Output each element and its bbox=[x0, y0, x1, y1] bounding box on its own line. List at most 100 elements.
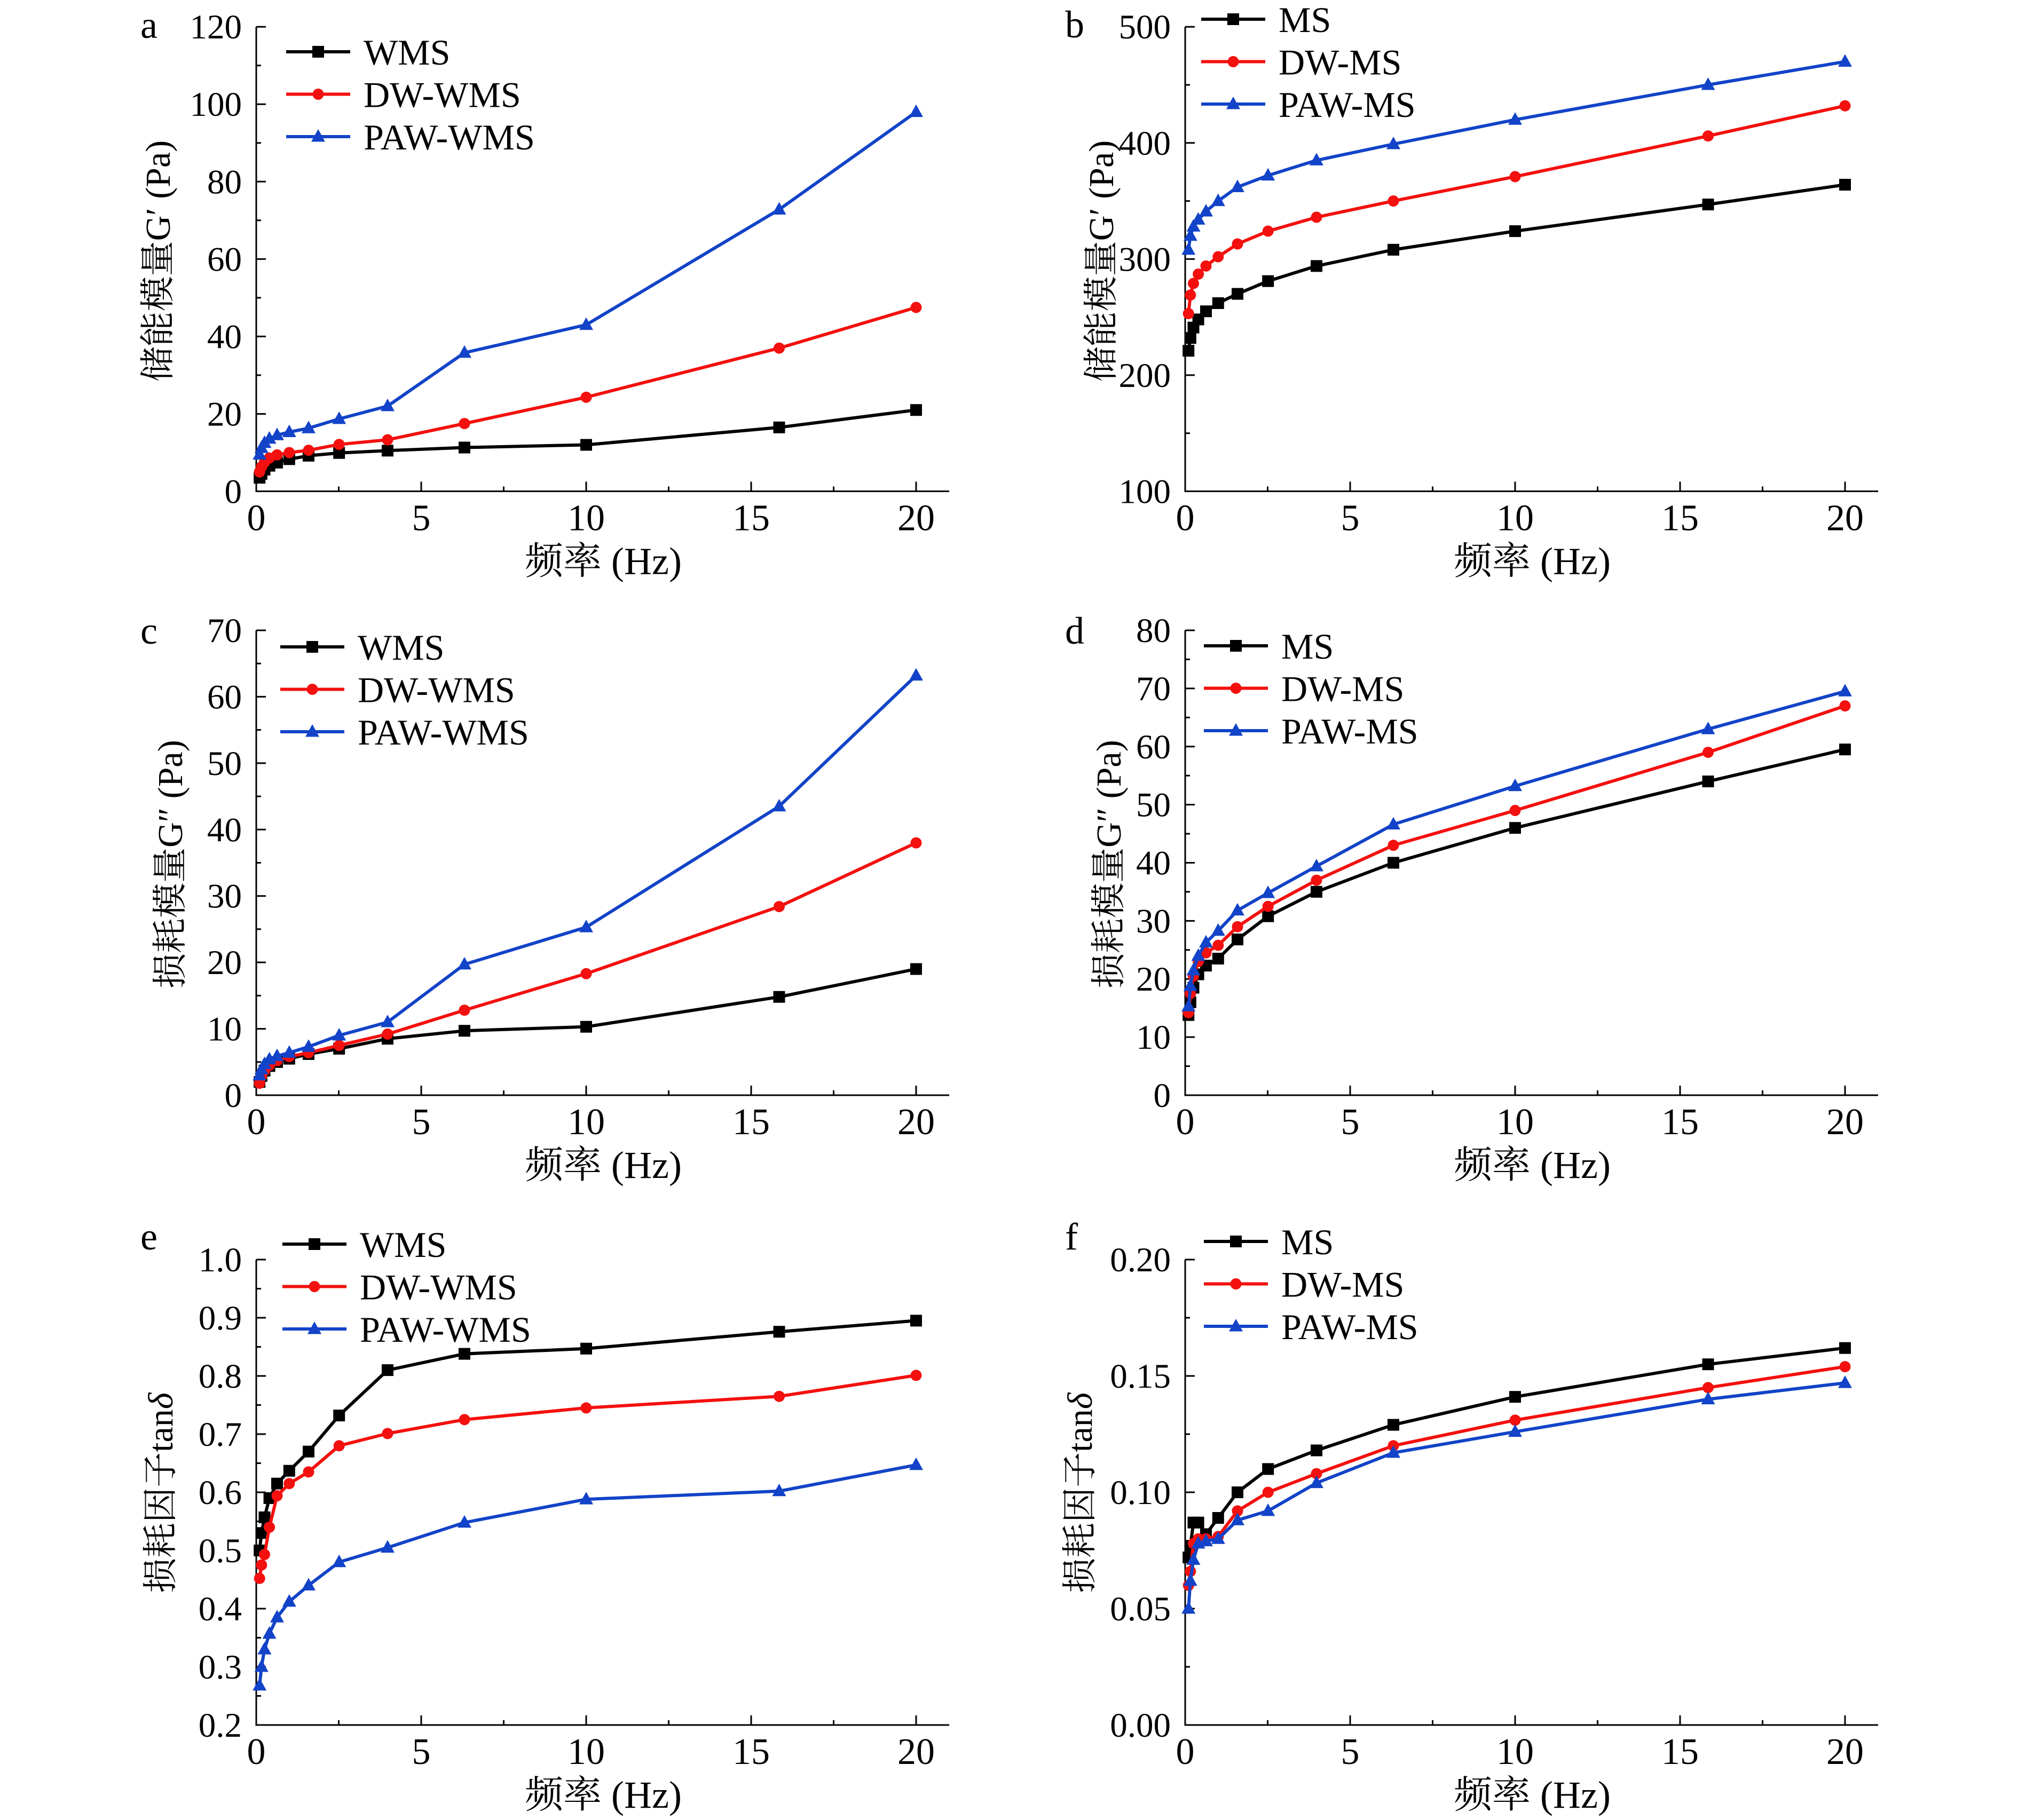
svg-text:0.3: 0.3 bbox=[199, 1648, 242, 1687]
svg-text:20: 20 bbox=[897, 1102, 935, 1143]
svg-text:0: 0 bbox=[247, 1731, 266, 1772]
svg-text:G″ (Pa): G″ (Pa) bbox=[1090, 740, 1129, 848]
svg-text:PAW-WMS: PAW-WMS bbox=[360, 1309, 531, 1350]
svg-text:40: 40 bbox=[1136, 844, 1171, 883]
svg-text:10: 10 bbox=[1496, 1102, 1534, 1143]
svg-text:0.7: 0.7 bbox=[199, 1415, 242, 1454]
svg-text:(Hz): (Hz) bbox=[611, 1774, 682, 1816]
svg-text:15: 15 bbox=[1661, 498, 1699, 539]
svg-text:120: 120 bbox=[190, 8, 242, 46]
svg-text:1.0: 1.0 bbox=[199, 1241, 242, 1279]
svg-text:MS: MS bbox=[1281, 626, 1334, 667]
svg-text:PAW-WMS: PAW-WMS bbox=[364, 117, 535, 157]
svg-text:0.2: 0.2 bbox=[199, 1706, 242, 1745]
svg-text:40: 40 bbox=[207, 811, 242, 849]
svg-text:20: 20 bbox=[1826, 498, 1864, 539]
svg-text:0: 0 bbox=[1154, 1077, 1171, 1115]
svg-text:5: 5 bbox=[412, 1102, 431, 1143]
svg-text:0.9: 0.9 bbox=[199, 1299, 242, 1338]
svg-text:15: 15 bbox=[732, 1731, 770, 1772]
svg-text:10: 10 bbox=[567, 1102, 605, 1143]
svg-text:b: b bbox=[1065, 3, 1084, 46]
svg-text:10: 10 bbox=[1496, 1731, 1534, 1772]
svg-text:DW-WMS: DW-WMS bbox=[364, 75, 521, 115]
svg-text:0.10: 0.10 bbox=[1110, 1474, 1171, 1512]
svg-text:0.5: 0.5 bbox=[199, 1532, 242, 1570]
svg-text:20: 20 bbox=[207, 944, 242, 982]
svg-text:500: 500 bbox=[1119, 8, 1171, 46]
svg-text:30: 30 bbox=[1136, 902, 1171, 940]
svg-text:20: 20 bbox=[1826, 1102, 1864, 1143]
svg-text:100: 100 bbox=[190, 85, 242, 124]
svg-text:10: 10 bbox=[1496, 498, 1534, 539]
svg-text:WMS: WMS bbox=[360, 1224, 446, 1265]
svg-text:DW-WMS: DW-WMS bbox=[360, 1267, 517, 1308]
svg-text:DW-MS: DW-MS bbox=[1281, 669, 1404, 709]
svg-text:10: 10 bbox=[567, 1731, 605, 1772]
svg-text:0.4: 0.4 bbox=[199, 1590, 242, 1628]
svg-text:0: 0 bbox=[1176, 498, 1195, 539]
svg-text:DW-WMS: DW-WMS bbox=[358, 670, 515, 710]
svg-text:60: 60 bbox=[207, 240, 242, 279]
svg-text:20: 20 bbox=[897, 1731, 935, 1772]
svg-text:15: 15 bbox=[1661, 1102, 1699, 1143]
svg-text:MS: MS bbox=[1279, 0, 1331, 40]
svg-text:a: a bbox=[140, 4, 157, 46]
svg-text:WMS: WMS bbox=[364, 32, 450, 73]
svg-text:(Hz): (Hz) bbox=[611, 1144, 682, 1186]
svg-text:f: f bbox=[1065, 1215, 1078, 1258]
svg-text:10: 10 bbox=[1136, 1018, 1171, 1057]
svg-text:(Hz): (Hz) bbox=[1540, 1774, 1611, 1816]
svg-text:0: 0 bbox=[1176, 1731, 1195, 1772]
svg-text:50: 50 bbox=[207, 745, 242, 783]
svg-text:30: 30 bbox=[207, 877, 242, 916]
svg-text:400: 400 bbox=[1119, 124, 1171, 163]
svg-text:5: 5 bbox=[1341, 1731, 1360, 1772]
svg-text:60: 60 bbox=[207, 678, 242, 716]
svg-text:50: 50 bbox=[1136, 786, 1171, 825]
svg-text:WMS: WMS bbox=[358, 627, 444, 668]
svg-text:15: 15 bbox=[732, 1102, 770, 1143]
svg-text:0.00: 0.00 bbox=[1110, 1706, 1171, 1745]
svg-text:DW-MS: DW-MS bbox=[1281, 1264, 1404, 1305]
svg-text:100: 100 bbox=[1119, 473, 1171, 511]
svg-text:40: 40 bbox=[207, 318, 242, 356]
svg-text:200: 200 bbox=[1119, 357, 1171, 395]
svg-text:(Hz): (Hz) bbox=[1540, 540, 1611, 583]
svg-text:PAW-MS: PAW-MS bbox=[1279, 84, 1416, 125]
svg-text:0.6: 0.6 bbox=[199, 1474, 242, 1512]
svg-text:tanδ: tanδ bbox=[141, 1392, 180, 1452]
svg-text:80: 80 bbox=[207, 163, 242, 201]
svg-text:G′ (Pa): G′ (Pa) bbox=[1082, 140, 1121, 241]
svg-text:70: 70 bbox=[207, 612, 242, 650]
svg-text:0: 0 bbox=[225, 473, 242, 511]
svg-text:DW-MS: DW-MS bbox=[1279, 42, 1401, 83]
svg-text:70: 70 bbox=[1136, 670, 1171, 708]
svg-text:10: 10 bbox=[567, 498, 605, 539]
svg-text:5: 5 bbox=[412, 1731, 431, 1772]
svg-text:15: 15 bbox=[732, 498, 770, 539]
svg-text:G′ (Pa): G′ (Pa) bbox=[139, 140, 178, 241]
svg-text:0: 0 bbox=[225, 1077, 242, 1115]
svg-text:c: c bbox=[140, 610, 157, 652]
svg-text:0: 0 bbox=[247, 1102, 266, 1143]
svg-text:d: d bbox=[1065, 610, 1084, 652]
svg-text:5: 5 bbox=[412, 498, 431, 539]
svg-text:e: e bbox=[140, 1215, 157, 1258]
svg-text:80: 80 bbox=[1136, 612, 1171, 650]
svg-text:20: 20 bbox=[1826, 1731, 1864, 1772]
svg-text:(Hz): (Hz) bbox=[1540, 1144, 1611, 1186]
svg-text:0: 0 bbox=[247, 498, 266, 539]
svg-text:PAW-MS: PAW-MS bbox=[1281, 711, 1418, 751]
svg-text:5: 5 bbox=[1341, 498, 1360, 539]
svg-text:60: 60 bbox=[1136, 728, 1171, 766]
svg-text:15: 15 bbox=[1661, 1731, 1699, 1772]
svg-text:20: 20 bbox=[897, 498, 935, 539]
svg-text:G″ (Pa): G″ (Pa) bbox=[151, 740, 190, 848]
svg-text:0.20: 0.20 bbox=[1110, 1241, 1171, 1279]
svg-text:tanδ: tanδ bbox=[1061, 1392, 1100, 1452]
svg-text:0.15: 0.15 bbox=[1110, 1357, 1171, 1396]
svg-text:20: 20 bbox=[207, 395, 242, 434]
svg-text:PAW-MS: PAW-MS bbox=[1281, 1307, 1418, 1347]
svg-text:0: 0 bbox=[1176, 1102, 1195, 1143]
